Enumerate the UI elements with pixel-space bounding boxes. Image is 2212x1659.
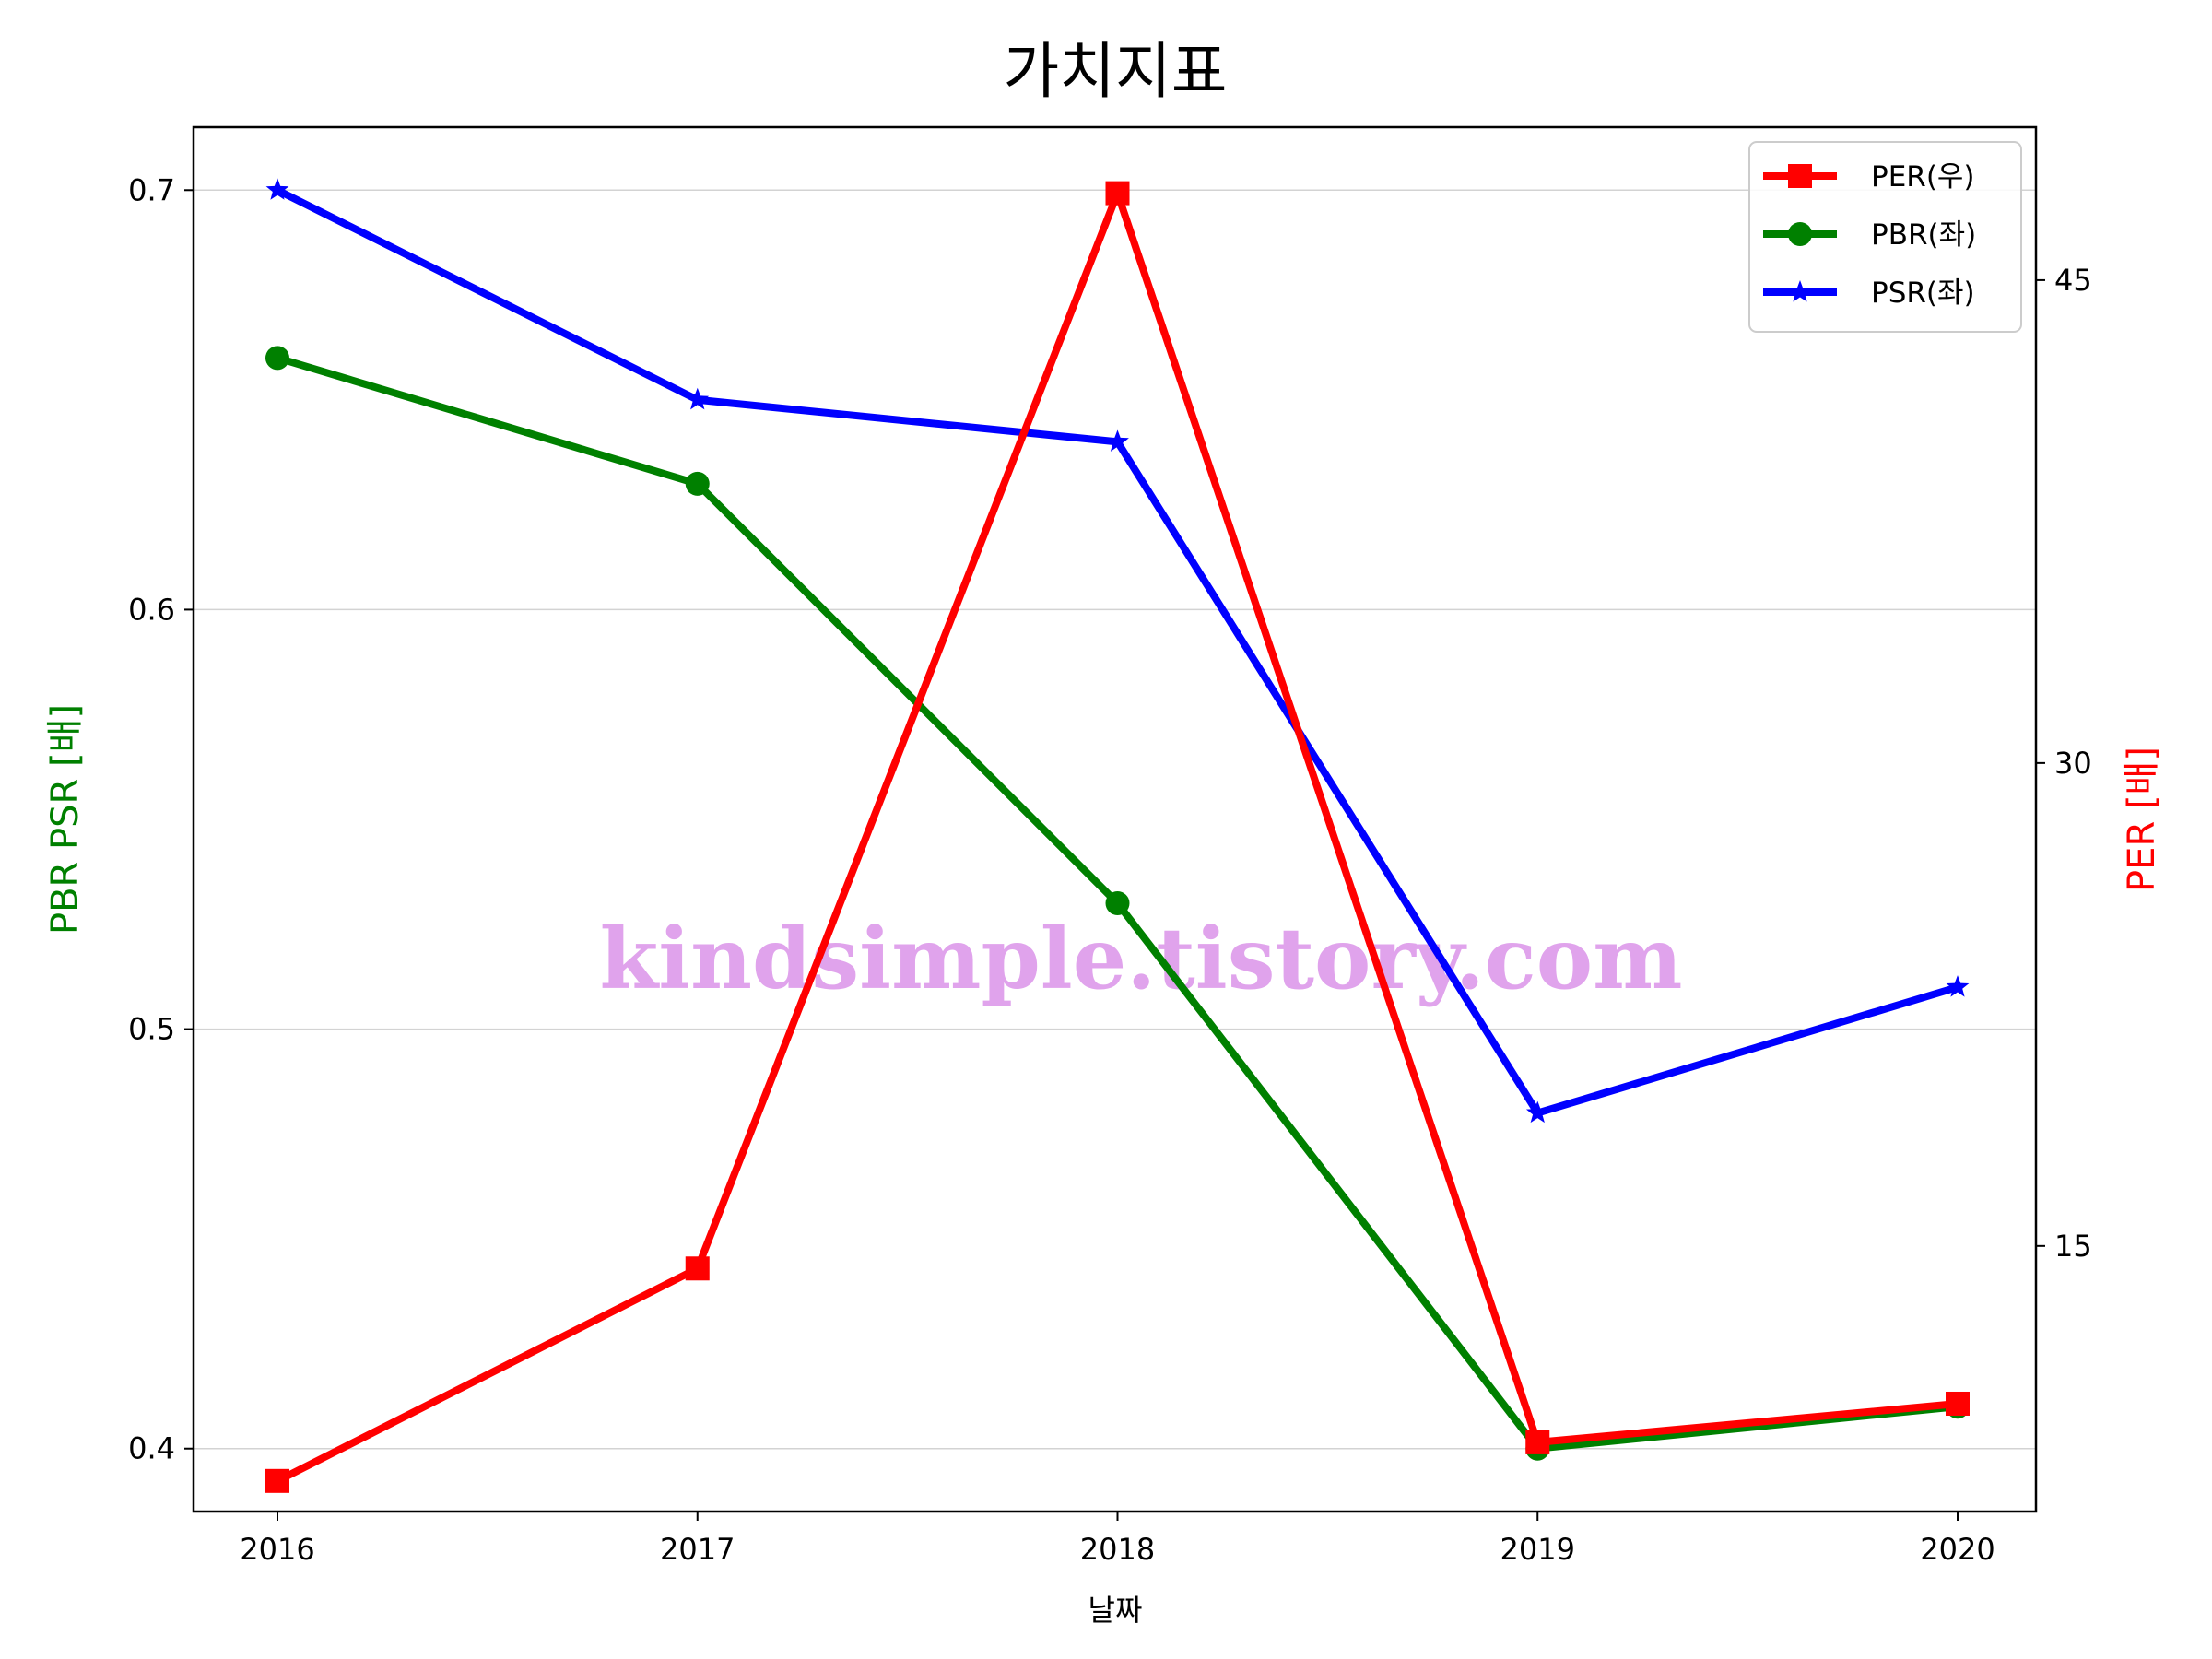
per-point (685, 1256, 710, 1281)
legend-swatch-marker (1788, 280, 1812, 302)
per-point (1105, 181, 1130, 206)
chart-title: 가치지표 (1004, 36, 1228, 107)
psr-point (686, 387, 710, 410)
series-layer (265, 178, 1970, 1493)
x-axis-label: 날짜 (1088, 1593, 1143, 1628)
legend-item-per: PER(우) (1763, 160, 1975, 194)
x-tick-label: 2017 (660, 1532, 735, 1567)
legend-label: PBR(좌) (1871, 218, 1976, 252)
legend-label: PER(우) (1871, 160, 1975, 194)
legend: PER(우) PBR(좌) PSR(좌) (1748, 141, 2022, 333)
psr-point (1946, 975, 1970, 997)
y-left-tick-label: 0.7 (128, 172, 175, 207)
psr-point (1525, 1100, 1549, 1124)
legend-item-pbr: PBR(좌) (1763, 218, 1976, 252)
per-point (1946, 1391, 1970, 1416)
per-point (1525, 1430, 1550, 1454)
x-tick-label: 2019 (1500, 1532, 1575, 1567)
per-point (265, 1468, 289, 1493)
y-right-tick-label: 30 (2054, 746, 2092, 781)
x-tick-label: 2016 (240, 1532, 314, 1567)
legend-item-psr: PSR(좌) (1763, 276, 1975, 310)
legend-swatch-marker (1788, 222, 1812, 246)
watermark-layer: kindsimple.tistory.com (599, 909, 1682, 1008)
psr-point (1106, 429, 1129, 452)
y-right-tick-label: 45 (2054, 263, 2092, 298)
y-left-tick-label: 0.4 (128, 1431, 175, 1466)
y-left-tick-label: 0.5 (128, 1012, 175, 1047)
plot-frame (192, 125, 2038, 1513)
legend-label: PSR(좌) (1871, 276, 1975, 310)
legend-box (1748, 141, 2022, 333)
y-axis-right-label: PER [배] (2121, 747, 2163, 892)
y-left-tick-label: 0.6 (128, 592, 175, 627)
psr-series (265, 178, 1970, 1124)
y-right-tick-label: 15 (2054, 1229, 2092, 1264)
psr-point (265, 178, 289, 200)
legend-items: PER(우) PBR(좌) PSR(좌) (1763, 160, 1976, 310)
legend-swatch-marker (1788, 164, 1812, 188)
pbr-point (1105, 891, 1130, 916)
pbr-point (685, 471, 710, 496)
pbr-point (265, 346, 289, 371)
axis-ticks: 0.4 0.5 0.6 0.7 15 30 45 2016 2017 2018 2019 2020 (128, 172, 2092, 1567)
x-tick-label: 2020 (1920, 1532, 1994, 1567)
watermark: kindsimple.tistory.com (599, 909, 1682, 1008)
y-axis-left-label: PBR PSR [배] (44, 704, 87, 935)
per-series (265, 181, 1970, 1493)
x-tick-label: 2018 (1080, 1532, 1155, 1567)
